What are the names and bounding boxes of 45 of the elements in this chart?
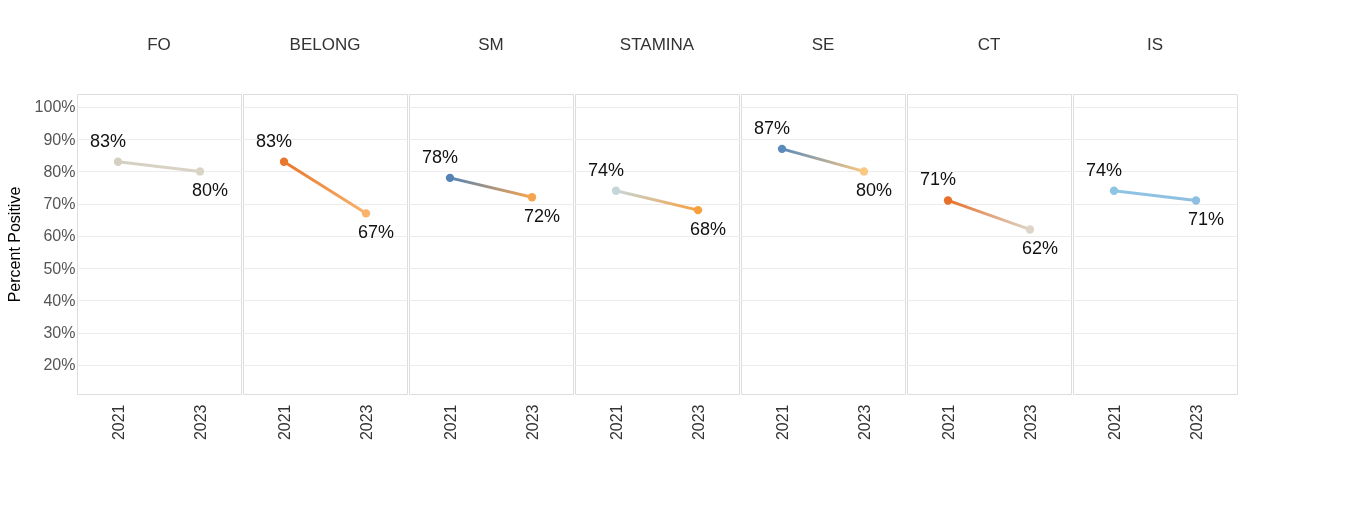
- data-label: 71%: [919, 169, 957, 190]
- data-label: 72%: [523, 206, 561, 227]
- data-label: 83%: [255, 130, 293, 151]
- chart-title: SE: [811, 35, 835, 54]
- chart-title: BELONG: [289, 35, 361, 54]
- y-tick-label: 70%: [43, 195, 76, 213]
- y-tick-label: 60%: [43, 227, 76, 245]
- data-label: 80%: [191, 180, 229, 201]
- x-tick-label: 2021: [109, 404, 127, 441]
- x-tick-label: 2023: [1021, 404, 1039, 441]
- x-tick-label: 2021: [773, 404, 791, 441]
- y-tick-label: 90%: [43, 130, 76, 148]
- x-tick-label: 2023: [357, 404, 375, 441]
- data-label: 78%: [421, 146, 459, 167]
- x-tick-label: 2021: [441, 404, 459, 441]
- chart-title: CT: [977, 35, 1001, 54]
- x-tick-label: 2021: [939, 404, 957, 441]
- y-tick-label: 100%: [34, 98, 76, 116]
- x-tick-label: 2023: [523, 404, 541, 441]
- data-label: 87%: [753, 117, 791, 138]
- data-label: 83%: [89, 130, 127, 151]
- data-label: 68%: [689, 219, 727, 240]
- y-axis-title: Percent Positive: [5, 186, 23, 303]
- chart-title: FO: [147, 35, 171, 54]
- x-tick-label: 2021: [607, 404, 625, 441]
- x-tick-label: 2023: [855, 404, 873, 441]
- x-tick-label: 2021: [275, 404, 293, 441]
- chart-title: IS: [1146, 35, 1164, 54]
- x-tick-label: 2023: [191, 404, 209, 441]
- y-tick-label: 80%: [43, 162, 76, 180]
- data-label: 71%: [1187, 209, 1225, 230]
- y-tick-label: 50%: [43, 259, 76, 277]
- y-tick-label: 20%: [43, 356, 76, 374]
- x-tick-label: 2023: [689, 404, 707, 441]
- data-label: 74%: [1085, 159, 1123, 180]
- y-tick-label: 40%: [43, 291, 76, 309]
- chart-title: STAMINA: [619, 35, 695, 54]
- data-label: 62%: [1021, 238, 1059, 259]
- chart-title: SM: [478, 35, 504, 54]
- x-tick-label: 2021: [1105, 404, 1123, 441]
- x-tick-label: 2023: [1187, 404, 1205, 441]
- y-tick-label: 30%: [43, 324, 76, 342]
- data-label: 74%: [587, 159, 625, 180]
- data-label: 67%: [357, 222, 395, 243]
- data-label: 80%: [855, 180, 893, 201]
